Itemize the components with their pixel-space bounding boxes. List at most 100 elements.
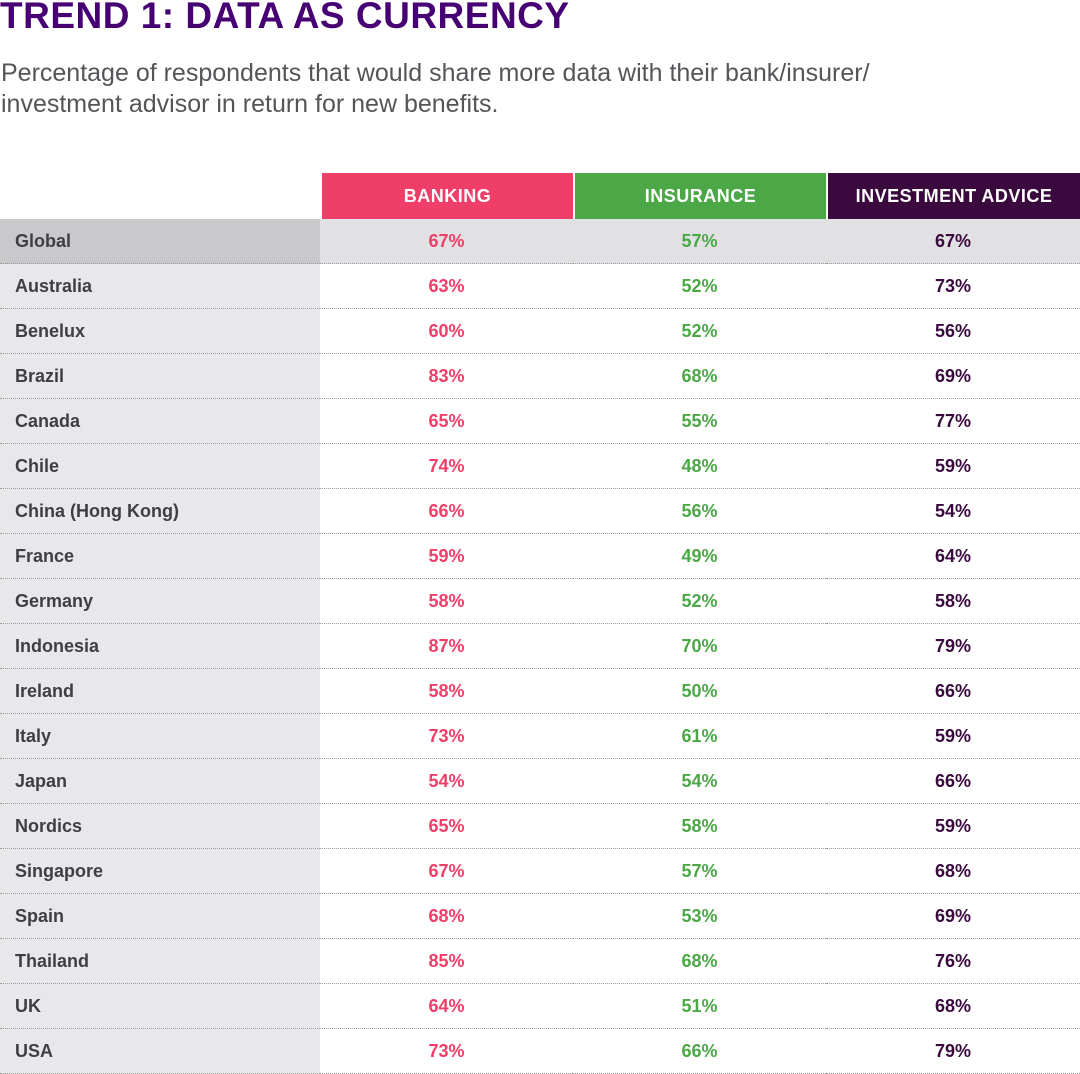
- value-cell-investment-advice: 68%: [826, 984, 1080, 1029]
- table-row: Germany 58% 52% 58%: [0, 579, 1080, 624]
- value-cell-investment-advice: 79%: [826, 624, 1080, 669]
- value-cell-insurance: 50%: [573, 669, 826, 714]
- value-cell-investment-advice: 64%: [826, 534, 1080, 579]
- row-label: USA: [0, 1029, 320, 1074]
- table-row: Thailand 85% 68% 76%: [0, 939, 1080, 984]
- row-label: Benelux: [0, 309, 320, 354]
- table-row: Spain 68% 53% 69%: [0, 894, 1080, 939]
- value-cell-insurance: 48%: [573, 444, 826, 489]
- table-row: Global 67% 57% 67%: [0, 219, 1080, 264]
- value-cell-investment-advice: 69%: [826, 894, 1080, 939]
- subtitle-line-2: investment advisor in return for new ben…: [1, 90, 499, 118]
- value-cell-banking: 60%: [320, 309, 573, 354]
- row-label: Chile: [0, 444, 320, 489]
- row-label: China (Hong Kong): [0, 489, 320, 534]
- row-label: Canada: [0, 399, 320, 444]
- row-label: Japan: [0, 759, 320, 804]
- value-cell-insurance: 52%: [573, 579, 826, 624]
- row-label: Indonesia: [0, 624, 320, 669]
- value-cell-investment-advice: 54%: [826, 489, 1080, 534]
- table-row: Japan 54% 54% 66%: [0, 759, 1080, 804]
- value-cell-investment-advice: 56%: [826, 309, 1080, 354]
- value-cell-banking: 87%: [320, 624, 573, 669]
- row-label: Nordics: [0, 804, 320, 849]
- value-cell-investment-advice: 58%: [826, 579, 1080, 624]
- value-cell-investment-advice: 68%: [826, 849, 1080, 894]
- column-header-banking: BANKING: [320, 173, 573, 219]
- table-row: France 59% 49% 64%: [0, 534, 1080, 579]
- value-cell-banking: 65%: [320, 399, 573, 444]
- value-cell-insurance: 61%: [573, 714, 826, 759]
- row-label: Thailand: [0, 939, 320, 984]
- table-row: Benelux 60% 52% 56%: [0, 309, 1080, 354]
- value-cell-investment-advice: 59%: [826, 714, 1080, 759]
- value-cell-banking: 59%: [320, 534, 573, 579]
- value-cell-banking: 58%: [320, 579, 573, 624]
- table-row: Nordics 65% 58% 59%: [0, 804, 1080, 849]
- table-row: UK 64% 51% 68%: [0, 984, 1080, 1029]
- value-cell-insurance: 52%: [573, 309, 826, 354]
- row-label: Global: [0, 219, 320, 264]
- row-label: Ireland: [0, 669, 320, 714]
- value-cell-insurance: 51%: [573, 984, 826, 1029]
- table-row: Ireland 58% 50% 66%: [0, 669, 1080, 714]
- table-row: Canada 65% 55% 77%: [0, 399, 1080, 444]
- value-cell-banking: 85%: [320, 939, 573, 984]
- value-cell-investment-advice: 66%: [826, 669, 1080, 714]
- value-cell-insurance: 54%: [573, 759, 826, 804]
- column-header-investment-advice: INVESTMENT ADVICE: [826, 173, 1080, 219]
- row-label: Singapore: [0, 849, 320, 894]
- value-cell-insurance: 52%: [573, 264, 826, 309]
- value-cell-banking: 73%: [320, 714, 573, 759]
- chart-title: TREND 1: DATA AS CURRENCY: [0, 0, 570, 36]
- value-cell-insurance: 56%: [573, 489, 826, 534]
- value-cell-banking: 54%: [320, 759, 573, 804]
- value-cell-banking: 64%: [320, 984, 573, 1029]
- value-cell-investment-advice: 67%: [826, 219, 1080, 264]
- table-row: China (Hong Kong) 66% 56% 54%: [0, 489, 1080, 534]
- value-cell-insurance: 55%: [573, 399, 826, 444]
- row-label: Brazil: [0, 354, 320, 399]
- value-cell-investment-advice: 79%: [826, 1029, 1080, 1074]
- value-cell-insurance: 57%: [573, 849, 826, 894]
- value-cell-insurance: 58%: [573, 804, 826, 849]
- value-cell-banking: 74%: [320, 444, 573, 489]
- column-header-insurance: INSURANCE: [573, 173, 826, 219]
- value-cell-banking: 83%: [320, 354, 573, 399]
- value-cell-insurance: 57%: [573, 219, 826, 264]
- table-body: Global 67% 57% 67% Australia 63% 52% 73% Benelux…: [0, 219, 1080, 1074]
- row-label: Germany: [0, 579, 320, 624]
- value-cell-banking: 58%: [320, 669, 573, 714]
- value-cell-investment-advice: 73%: [826, 264, 1080, 309]
- table-row: Singapore 67% 57% 68%: [0, 849, 1080, 894]
- value-cell-insurance: 68%: [573, 939, 826, 984]
- header-blank-cell: [0, 173, 320, 219]
- value-cell-investment-advice: 59%: [826, 444, 1080, 489]
- value-cell-investment-advice: 77%: [826, 399, 1080, 444]
- value-cell-banking: 67%: [320, 219, 573, 264]
- row-label: Australia: [0, 264, 320, 309]
- row-label: Italy: [0, 714, 320, 759]
- value-cell-insurance: 49%: [573, 534, 826, 579]
- row-label: France: [0, 534, 320, 579]
- value-cell-banking: 66%: [320, 489, 573, 534]
- table-row: Brazil 83% 68% 69%: [0, 354, 1080, 399]
- row-label: UK: [0, 984, 320, 1029]
- table-row: Italy 73% 61% 59%: [0, 714, 1080, 759]
- value-cell-insurance: 53%: [573, 894, 826, 939]
- table-row: Chile 74% 48% 59%: [0, 444, 1080, 489]
- subtitle-line-1: Percentage of respondents that would sha…: [1, 59, 870, 87]
- value-cell-insurance: 66%: [573, 1029, 826, 1074]
- value-cell-investment-advice: 66%: [826, 759, 1080, 804]
- data-table: BANKING INSURANCE INVESTMENT ADVICE Glob…: [0, 173, 1080, 1074]
- header-row: BANKING INSURANCE INVESTMENT ADVICE: [0, 173, 1080, 219]
- table-row: Indonesia 87% 70% 79%: [0, 624, 1080, 669]
- value-cell-banking: 73%: [320, 1029, 573, 1074]
- value-cell-banking: 67%: [320, 849, 573, 894]
- table-row: USA 73% 66% 79%: [0, 1029, 1080, 1074]
- value-cell-banking: 63%: [320, 264, 573, 309]
- table-row: Australia 63% 52% 73%: [0, 264, 1080, 309]
- value-cell-banking: 65%: [320, 804, 573, 849]
- row-label: Spain: [0, 894, 320, 939]
- value-cell-investment-advice: 69%: [826, 354, 1080, 399]
